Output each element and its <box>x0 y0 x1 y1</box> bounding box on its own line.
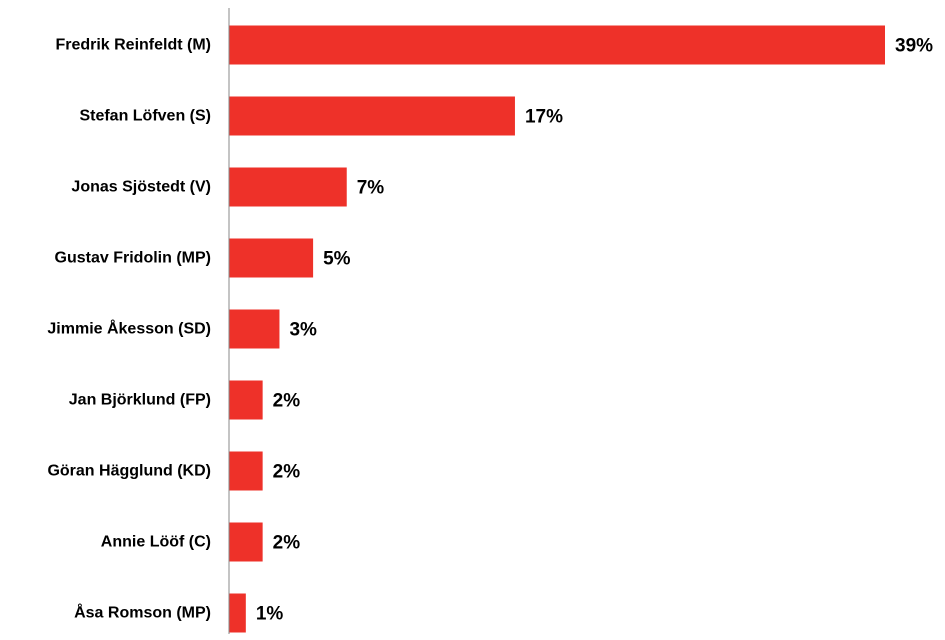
value-label-8: 1% <box>256 604 284 625</box>
category-label-5: Jan Björklund (FP) <box>69 392 211 409</box>
value-label-2: 7% <box>357 178 385 199</box>
value-label-1: 17% <box>525 107 563 128</box>
bar-4 <box>229 310 279 349</box>
category-label-2: Jonas Sjöstedt (V) <box>71 179 211 196</box>
bar-8 <box>229 594 246 633</box>
category-label-6: Göran Hägglund (KD) <box>47 463 211 480</box>
value-label-6: 2% <box>273 462 301 483</box>
bar-5 <box>229 381 263 420</box>
value-label-5: 2% <box>273 391 301 412</box>
category-label-0: Fredrik Reinfeldt (M) <box>55 37 211 54</box>
value-label-3: 5% <box>323 249 351 270</box>
bar-6 <box>229 452 263 491</box>
bar-3 <box>229 239 313 278</box>
category-label-3: Gustav Fridolin (MP) <box>55 250 211 267</box>
bar-2 <box>229 168 347 207</box>
bar-0 <box>229 26 885 65</box>
category-label-4: Jimmie Åkesson (SD) <box>47 319 211 338</box>
category-label-1: Stefan Löfven (S) <box>79 108 211 125</box>
bar-7 <box>229 523 263 562</box>
category-label-7: Annie Lööf (C) <box>101 534 211 551</box>
value-label-4: 3% <box>289 320 317 341</box>
value-label-0: 39% <box>895 36 933 57</box>
value-label-7: 2% <box>273 533 301 554</box>
category-label-8: Åsa Romson (MP) <box>74 603 211 622</box>
bar-1 <box>229 97 515 136</box>
